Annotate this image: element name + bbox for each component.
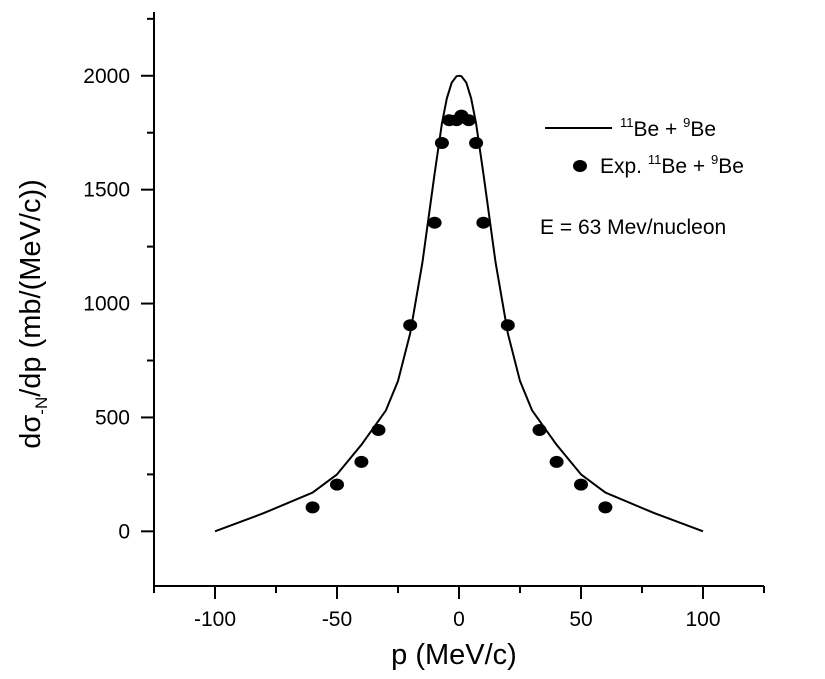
data-point-1: [330, 478, 344, 491]
data-point-0: [305, 501, 320, 514]
y-tick-label-2: 1000: [83, 293, 130, 316]
x-tick-label-4: 100: [685, 608, 720, 631]
x-tick-label-3: 50: [569, 608, 592, 631]
data-point-16: [574, 478, 588, 491]
legend-exp-pre: Exp.: [600, 155, 648, 178]
y-axis-title-subscript: -N: [32, 397, 51, 415]
data-point-12: [476, 216, 491, 229]
data-point-14: [532, 423, 547, 436]
y-tick-label-3: 1500: [83, 179, 130, 202]
legend-exp-mid: Be +: [661, 155, 711, 178]
y-axis-title: dσ-N/dp (mb/(MeV/c)): [15, 179, 51, 449]
legend-entry-model: 11Be + 9Be: [620, 115, 716, 141]
data-point-15: [549, 455, 564, 468]
legend-exp-end: Be: [718, 155, 744, 178]
legend-marker-swatch: [573, 160, 587, 172]
data-point-3: [371, 423, 386, 436]
energy-annotation: E = 63 Mev/nucleon: [540, 216, 726, 239]
data-point-17: [598, 501, 613, 514]
data-point-11: [469, 136, 484, 149]
data-point-13: [500, 319, 515, 332]
legend-model-sup1: 11: [620, 115, 634, 130]
legend-exp-sup1: 11: [648, 152, 662, 167]
y-axis-title-suffix: /dp (mb/(MeV/c)): [15, 179, 47, 397]
data-point-4: [403, 319, 418, 332]
data-point-6: [434, 136, 449, 149]
legend-entry-experiment: Exp. 11Be + 9Be: [600, 152, 744, 178]
x-axis-title: p (MeV/c): [391, 639, 517, 671]
x-tick-label-0: -100: [194, 608, 236, 631]
data-point-5: [427, 216, 442, 229]
plot-area: [214, 74, 704, 533]
legend-model-sup2: 9: [683, 115, 690, 130]
data-point-10: [461, 114, 476, 127]
legend-model-end: Be: [690, 118, 716, 141]
x-tick-label-1: -50: [322, 608, 352, 631]
y-axis-title-prefix: dσ: [15, 415, 47, 449]
y-tick-label-0: 0: [118, 520, 130, 543]
legend-model-mid: Be +: [634, 118, 684, 141]
x-tick-label-2: 0: [453, 608, 465, 631]
data-point-2: [354, 455, 369, 468]
y-tick-label-4: 2000: [83, 65, 130, 88]
legend-exp-sup2: 9: [711, 152, 718, 167]
legend: 11Be + 9Be Exp. 11Be + 9Be: [545, 115, 744, 178]
y-tick-label-1: 500: [95, 406, 130, 429]
series-line-model: [214, 74, 704, 533]
